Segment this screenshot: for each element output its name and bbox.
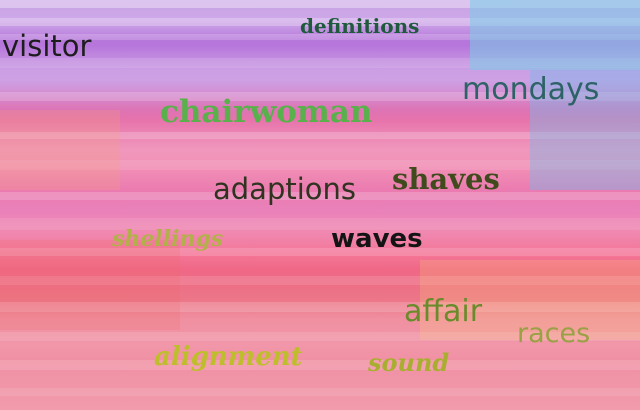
word-adaptions: adaptions — [213, 172, 357, 206]
word-shaves: shaves — [392, 162, 500, 196]
word-mondays: mondays — [462, 72, 600, 107]
word-visitor: visitor — [2, 29, 92, 63]
word-sound: sound — [368, 348, 450, 377]
word-affair: affair — [404, 294, 483, 329]
word-waves: waves — [331, 224, 423, 254]
word-definitions: definitions — [300, 14, 420, 38]
word-shellings: shellings — [112, 226, 224, 252]
word-alignment: alignment — [154, 342, 303, 372]
word-races: races — [517, 318, 591, 349]
word-chairwoman: chairwoman — [160, 94, 373, 130]
